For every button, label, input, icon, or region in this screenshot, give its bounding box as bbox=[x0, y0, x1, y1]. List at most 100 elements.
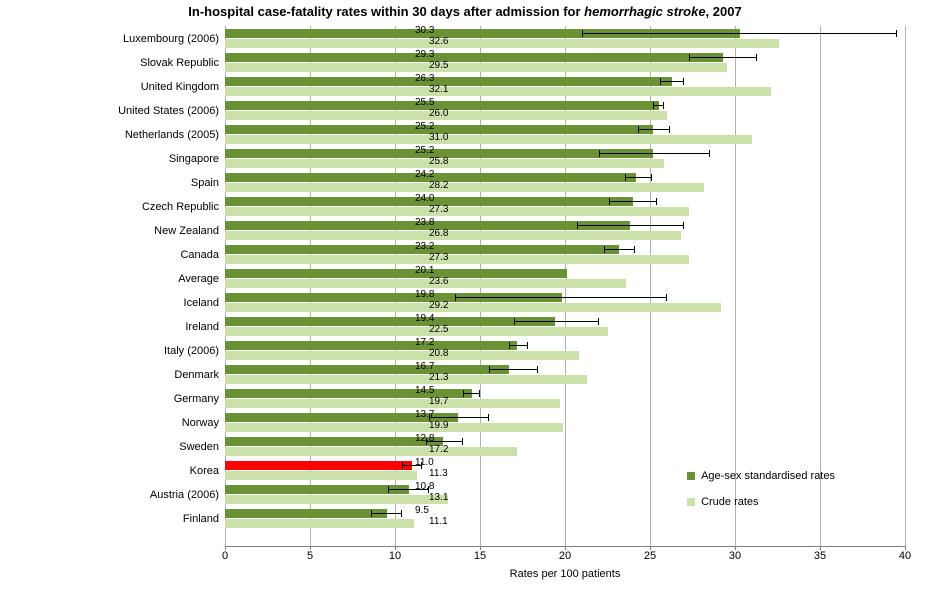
x-tick-label: 0 bbox=[222, 550, 228, 562]
error-bar bbox=[689, 57, 757, 58]
error-bar bbox=[426, 441, 463, 442]
bar-standardised bbox=[225, 509, 387, 518]
bar-standardised bbox=[225, 485, 409, 494]
legend-item: Age-sex standardised rates bbox=[687, 470, 835, 482]
value-label-crude: 32.1 bbox=[429, 85, 448, 95]
data-row: Germany14.519.7 bbox=[225, 387, 905, 411]
value-label-crude: 11.1 bbox=[429, 517, 448, 527]
value-label-crude: 13.1 bbox=[429, 493, 448, 503]
x-tick-label: 40 bbox=[899, 550, 911, 562]
bar-crude bbox=[225, 423, 563, 432]
bar-standardised bbox=[225, 269, 567, 278]
value-label-crude: 25.8 bbox=[429, 157, 448, 167]
value-label-std: 29.3 bbox=[415, 50, 434, 60]
bar-crude bbox=[225, 87, 771, 96]
y-category-label: United States (2006) bbox=[0, 99, 219, 123]
x-tick-label: 35 bbox=[814, 550, 826, 562]
data-row: New Zealand23.826.8 bbox=[225, 219, 905, 243]
error-bar bbox=[402, 465, 422, 466]
value-label-std: 25.2 bbox=[415, 122, 434, 132]
value-label-std: 13.7 bbox=[415, 410, 434, 420]
y-category-label: Singapore bbox=[0, 147, 219, 171]
error-bar bbox=[514, 321, 599, 322]
error-bar bbox=[638, 129, 670, 130]
bar-crude bbox=[225, 183, 704, 192]
value-label-std: 19.8 bbox=[415, 290, 434, 300]
error-bar bbox=[489, 369, 538, 370]
error-bar bbox=[599, 153, 710, 154]
value-label-std: 30.3 bbox=[415, 26, 434, 36]
value-label-crude: 27.3 bbox=[429, 253, 448, 263]
y-category-label: United Kingdom bbox=[0, 75, 219, 99]
data-row: Norway13.719.9 bbox=[225, 411, 905, 435]
error-bar bbox=[604, 249, 635, 250]
value-label-crude: 19.7 bbox=[429, 397, 448, 407]
value-label-crude: 28.2 bbox=[429, 181, 448, 191]
y-category-label: Luxembourg (2006) bbox=[0, 27, 219, 51]
bar-standardised bbox=[225, 365, 509, 374]
title-post: , 2007 bbox=[706, 4, 742, 19]
data-row: United Kingdom26.332.1 bbox=[225, 75, 905, 99]
chart-container: In-hospital case-fatality rates within 3… bbox=[0, 0, 930, 596]
x-tick-label: 20 bbox=[559, 550, 571, 562]
data-row: Netherlands (2005)25.231.0 bbox=[225, 123, 905, 147]
y-category-label: Sweden bbox=[0, 435, 219, 459]
value-label-std: 9.5 bbox=[415, 506, 429, 516]
bar-standardised bbox=[225, 437, 443, 446]
bar-crude bbox=[225, 231, 681, 240]
error-bar bbox=[429, 417, 489, 418]
value-label-std: 11.0 bbox=[415, 458, 434, 468]
value-label-crude: 27.3 bbox=[429, 205, 448, 215]
error-bar bbox=[463, 393, 480, 394]
y-category-label: Norway bbox=[0, 411, 219, 435]
value-label-std: 23.2 bbox=[415, 242, 434, 252]
value-label-std: 24.2 bbox=[415, 170, 434, 180]
value-label-std: 20.1 bbox=[415, 266, 434, 276]
bar-standardised bbox=[225, 461, 412, 470]
data-row: Sweden12.817.2 bbox=[225, 435, 905, 459]
y-category-label: Canada bbox=[0, 243, 219, 267]
bar-crude bbox=[225, 495, 448, 504]
bar-crude bbox=[225, 351, 579, 360]
value-label-crude: 26.0 bbox=[429, 109, 448, 119]
error-bar bbox=[455, 297, 668, 298]
x-tick-label: 30 bbox=[729, 550, 741, 562]
data-row: Canada23.227.3 bbox=[225, 243, 905, 267]
y-category-label: Iceland bbox=[0, 291, 219, 315]
value-label-std: 25.2 bbox=[415, 146, 434, 156]
y-category-label: Average bbox=[0, 267, 219, 291]
bar-standardised bbox=[225, 53, 723, 62]
legend-label: Age-sex standardised rates bbox=[701, 470, 835, 482]
bar-crude bbox=[225, 327, 608, 336]
bar-crude bbox=[225, 303, 721, 312]
bar-standardised bbox=[225, 317, 555, 326]
error-bar bbox=[388, 489, 429, 490]
legend-item: Crude rates bbox=[687, 496, 835, 508]
y-category-label: New Zealand bbox=[0, 219, 219, 243]
bar-crude bbox=[225, 207, 689, 216]
data-row: Denmark16.721.3 bbox=[225, 363, 905, 387]
gridline bbox=[905, 26, 906, 546]
error-bar bbox=[625, 177, 652, 178]
bar-crude bbox=[225, 255, 689, 264]
y-category-label: Austria (2006) bbox=[0, 483, 219, 507]
data-row: Luxembourg (2006)30.332.6 bbox=[225, 27, 905, 51]
value-label-std: 26.3 bbox=[415, 74, 434, 84]
value-label-crude: 11.3 bbox=[429, 469, 448, 479]
data-row: Iceland19.829.2 bbox=[225, 291, 905, 315]
y-category-label: Netherlands (2005) bbox=[0, 123, 219, 147]
y-category-label: Denmark bbox=[0, 363, 219, 387]
bar-crude bbox=[225, 279, 626, 288]
bar-crude bbox=[225, 447, 517, 456]
value-label-std: 23.8 bbox=[415, 218, 434, 228]
bar-crude bbox=[225, 63, 727, 72]
bar-crude bbox=[225, 375, 587, 384]
value-label-crude: 29.5 bbox=[429, 61, 448, 71]
x-axis-label: Rates per 100 patients bbox=[225, 568, 905, 580]
data-row: Spain24.228.2 bbox=[225, 171, 905, 195]
x-tick-label: 10 bbox=[389, 550, 401, 562]
bar-crude bbox=[225, 471, 417, 480]
legend-swatch bbox=[687, 472, 695, 480]
bar-standardised bbox=[225, 77, 672, 86]
bar-standardised bbox=[225, 341, 517, 350]
